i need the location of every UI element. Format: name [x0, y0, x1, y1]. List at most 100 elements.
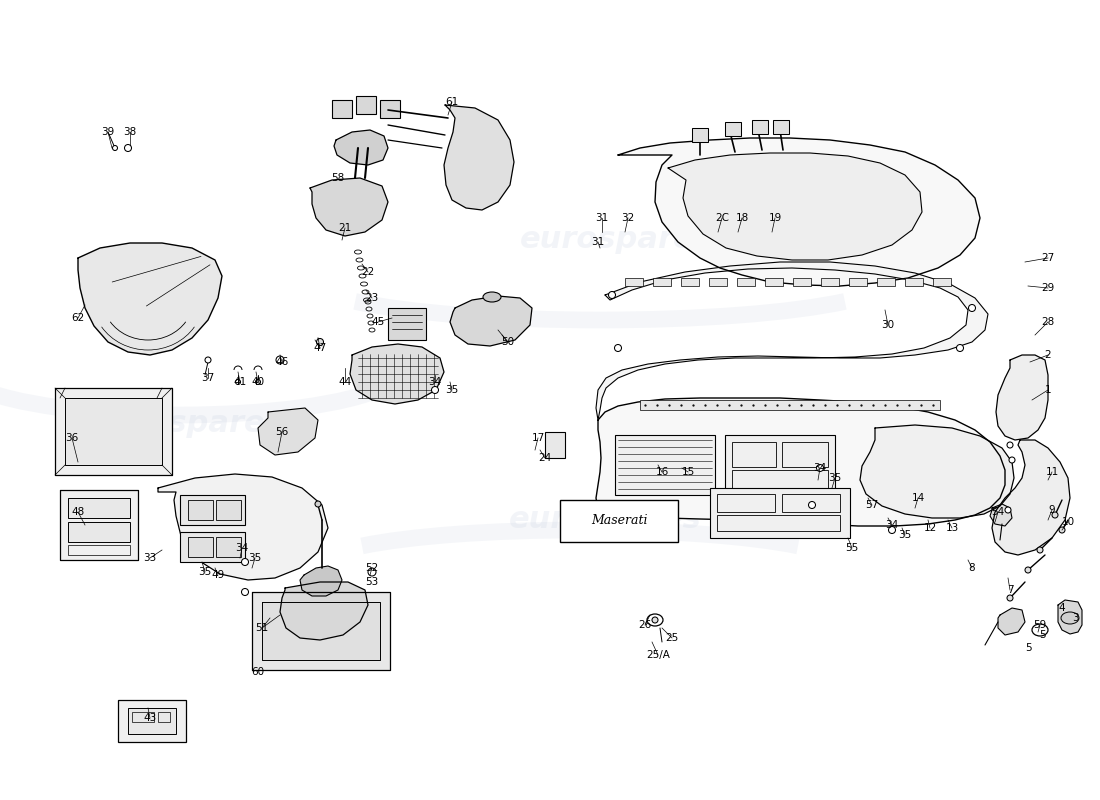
Text: 52: 52	[365, 563, 378, 573]
Ellipse shape	[276, 356, 284, 364]
Text: 61: 61	[446, 97, 459, 107]
Ellipse shape	[608, 291, 616, 298]
Polygon shape	[350, 344, 444, 404]
Ellipse shape	[1005, 507, 1011, 513]
Text: 28: 28	[1042, 317, 1055, 327]
Bar	[615, 435, 715, 495]
Polygon shape	[444, 105, 514, 210]
Text: 47: 47	[314, 343, 327, 353]
Bar	[68, 498, 130, 518]
Ellipse shape	[124, 145, 132, 151]
Polygon shape	[618, 138, 980, 286]
Ellipse shape	[968, 305, 976, 311]
Text: 12: 12	[923, 523, 936, 533]
Ellipse shape	[889, 526, 895, 534]
Bar	[710, 278, 727, 286]
Bar	[216, 537, 241, 557]
Bar	[849, 278, 867, 286]
Ellipse shape	[1006, 442, 1013, 448]
Bar	[379, 100, 400, 118]
Text: 53: 53	[365, 577, 378, 587]
Text: 1: 1	[1045, 385, 1052, 395]
Bar	[717, 515, 840, 531]
Bar	[752, 120, 768, 134]
Text: 58: 58	[331, 173, 344, 183]
Text: 32: 32	[621, 213, 635, 223]
Ellipse shape	[255, 379, 261, 385]
Text: 16: 16	[656, 467, 669, 477]
Text: 24: 24	[538, 453, 551, 463]
Text: 35: 35	[446, 385, 459, 395]
Ellipse shape	[242, 589, 249, 595]
Bar	[681, 278, 698, 286]
Ellipse shape	[1059, 527, 1065, 533]
Text: 25/A: 25/A	[646, 650, 670, 660]
Text: 34: 34	[428, 377, 441, 387]
Text: 45: 45	[372, 317, 385, 327]
Text: 26: 26	[638, 620, 651, 630]
Text: 5: 5	[1040, 630, 1046, 640]
Bar	[710, 488, 850, 538]
Ellipse shape	[1009, 457, 1015, 463]
Text: 3: 3	[1071, 613, 1078, 623]
Bar	[118, 700, 186, 742]
Text: 34: 34	[886, 520, 899, 530]
Bar	[132, 712, 154, 722]
Text: 30: 30	[881, 320, 894, 330]
Polygon shape	[78, 243, 222, 355]
Text: 44: 44	[339, 377, 352, 387]
Text: 41: 41	[233, 377, 246, 387]
Ellipse shape	[652, 617, 658, 623]
Text: 49: 49	[211, 570, 224, 580]
Bar	[773, 120, 789, 134]
Text: 38: 38	[123, 127, 136, 137]
Text: 29: 29	[1042, 283, 1055, 293]
Polygon shape	[280, 582, 368, 640]
Text: 22: 22	[362, 267, 375, 277]
Polygon shape	[258, 408, 318, 455]
Bar	[560, 500, 678, 542]
Bar	[640, 400, 940, 410]
Polygon shape	[998, 608, 1025, 635]
Bar	[68, 522, 130, 542]
Polygon shape	[300, 566, 342, 596]
Bar	[793, 278, 811, 286]
Text: 48: 48	[72, 507, 85, 517]
Text: 27: 27	[1042, 253, 1055, 263]
Polygon shape	[860, 425, 1014, 518]
Polygon shape	[55, 388, 172, 475]
Text: 4: 4	[1058, 603, 1065, 613]
Text: 43: 43	[143, 713, 156, 723]
Ellipse shape	[368, 568, 376, 576]
Bar	[732, 442, 775, 467]
Text: 55: 55	[846, 543, 859, 553]
Bar	[180, 532, 245, 562]
Text: 8: 8	[969, 563, 976, 573]
Bar	[905, 278, 923, 286]
Text: 56: 56	[275, 427, 288, 437]
Polygon shape	[996, 355, 1048, 440]
Text: 37: 37	[201, 373, 214, 383]
Ellipse shape	[615, 345, 622, 351]
Text: 35: 35	[249, 553, 262, 563]
Text: 21: 21	[339, 223, 352, 233]
Polygon shape	[65, 398, 162, 465]
Bar	[782, 442, 828, 467]
Bar	[68, 545, 130, 555]
Text: 36: 36	[65, 433, 78, 443]
Polygon shape	[334, 130, 388, 165]
Polygon shape	[252, 592, 390, 670]
Polygon shape	[596, 262, 988, 420]
Text: 2C: 2C	[715, 213, 729, 223]
Bar	[188, 500, 213, 520]
Text: 31: 31	[595, 213, 608, 223]
Text: eurospares: eurospares	[508, 506, 702, 534]
Ellipse shape	[483, 292, 500, 302]
Text: 40: 40	[252, 377, 265, 387]
Text: 31: 31	[592, 237, 605, 247]
Text: eurospares: eurospares	[519, 226, 713, 254]
Text: 10: 10	[1062, 517, 1075, 527]
Ellipse shape	[1006, 595, 1013, 601]
Text: 33: 33	[143, 553, 156, 563]
Text: 51: 51	[255, 623, 268, 633]
